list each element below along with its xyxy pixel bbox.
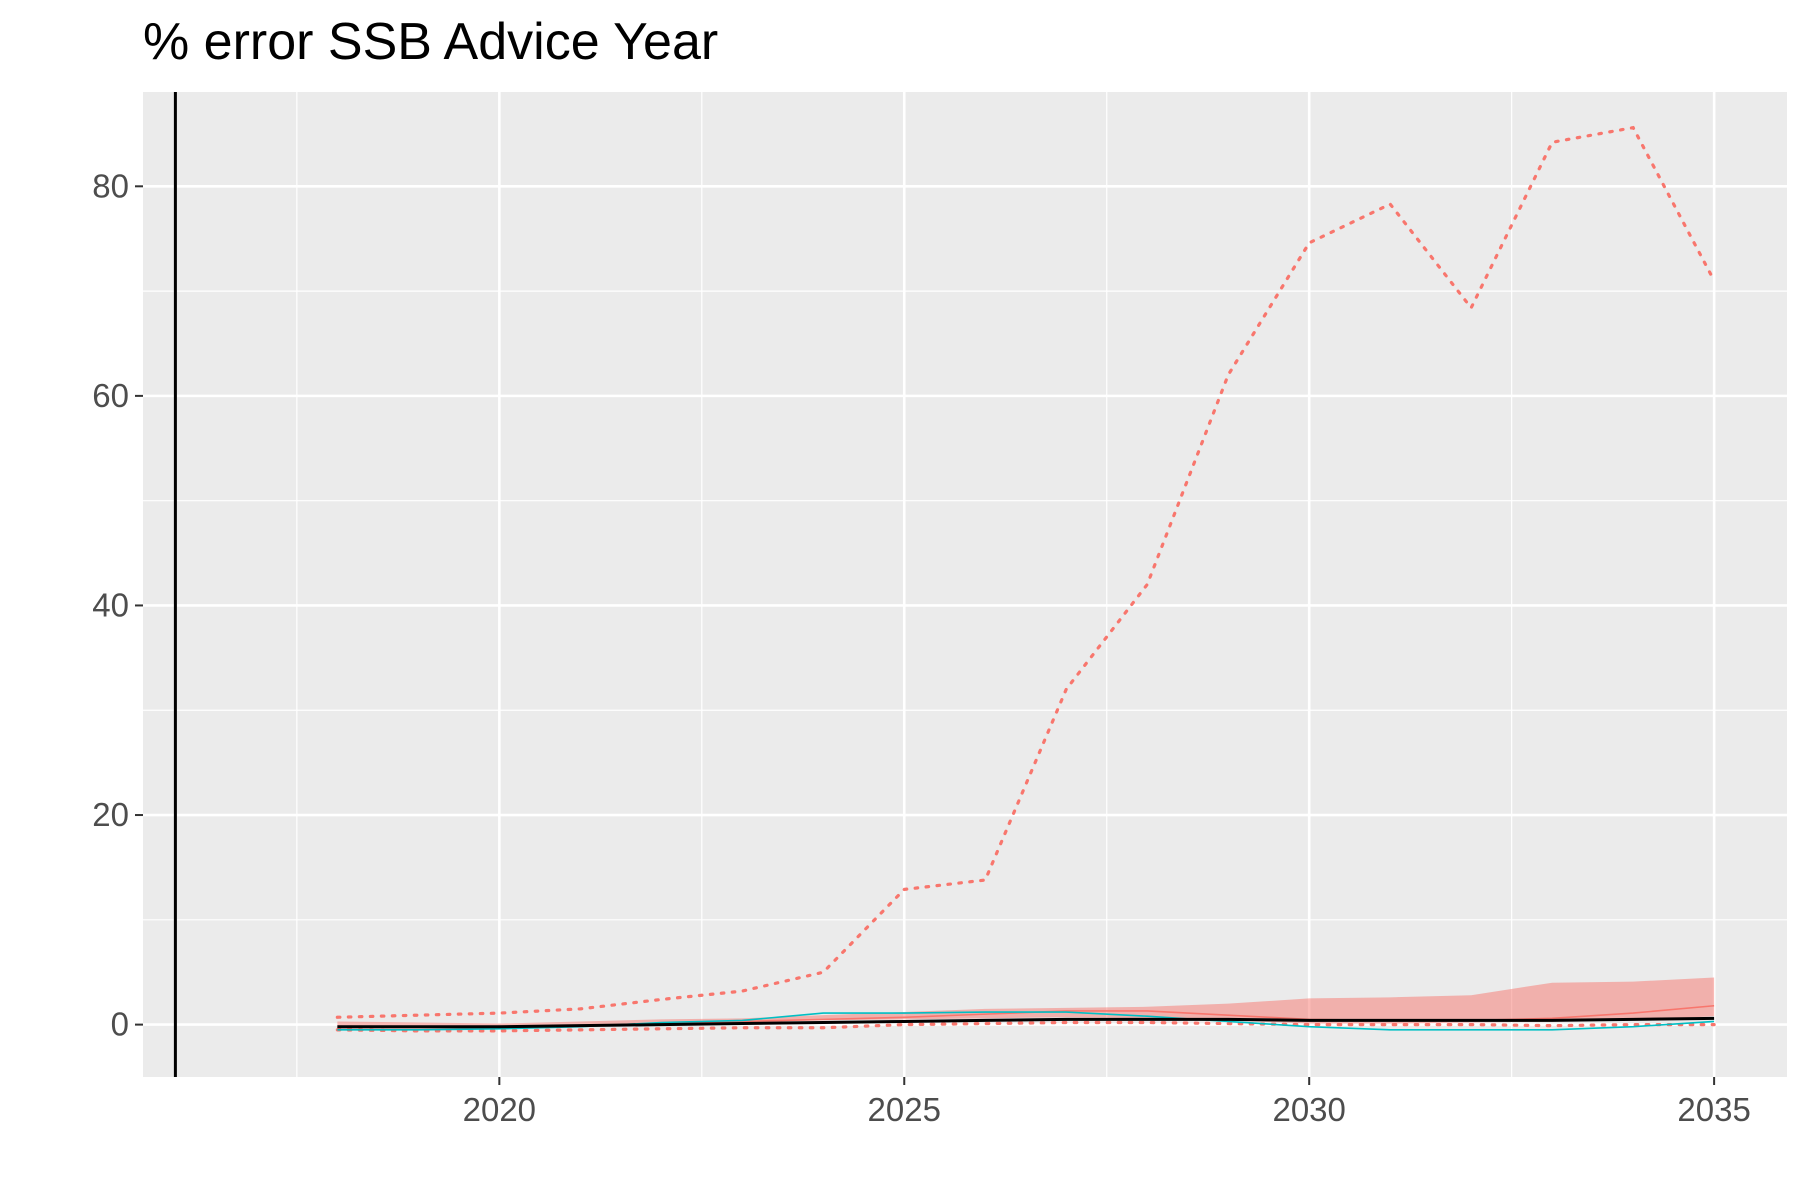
x-tick-label: 2035 (1677, 1091, 1750, 1128)
y-tick-label: 20 (92, 796, 129, 833)
grid-major (143, 92, 1787, 1077)
series-line-4 (337, 1016, 1715, 1029)
chart-title: % error SSB Advice Year (143, 13, 719, 71)
ribbon-layer (337, 977, 1715, 1029)
grid-minor (143, 92, 1787, 1077)
y-tick-label: 0 (111, 1006, 129, 1043)
x-tick-label: 2025 (868, 1091, 941, 1128)
y-tick-label: 40 (92, 586, 129, 623)
plot-panel (143, 92, 1787, 1077)
axis-layer: 0 20 40 60 80 2020 2025 2030 2035 (92, 167, 1751, 1128)
x-tick-label: 2020 (463, 1091, 536, 1128)
series-line-1 (335, 1020, 1716, 1033)
y-tick-label: 60 (92, 377, 129, 414)
uncertainty-ribbon (337, 977, 1715, 1029)
series-layer (335, 125, 1716, 1033)
x-tick-label: 2030 (1272, 1091, 1345, 1128)
y-tick-label: 80 (92, 167, 129, 204)
series-line-0 (335, 125, 1716, 1019)
